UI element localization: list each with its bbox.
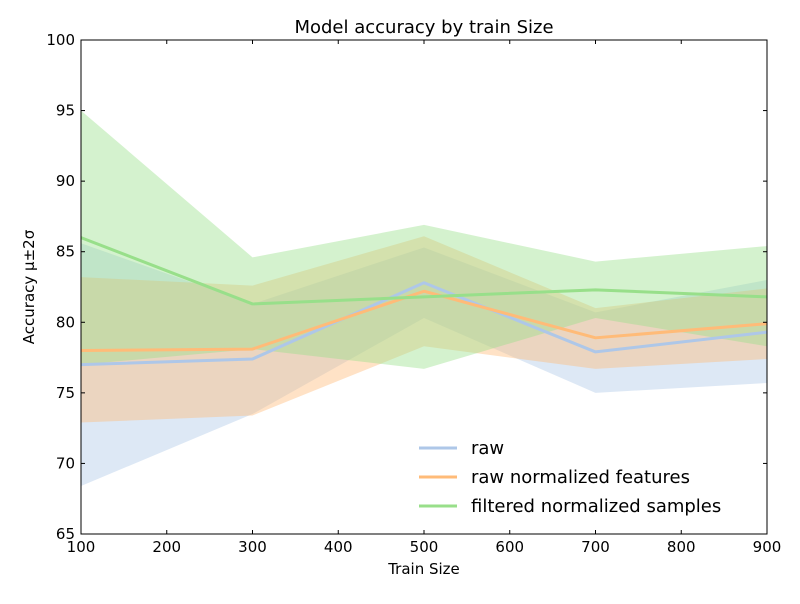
chart-title: Model accuracy by train Size — [294, 17, 553, 38]
series-lines — [80, 236, 768, 367]
axis-tick-labels: 100 200 300 400 500 600 700 800 900 65 70 75 80 85 90 9… — [46, 31, 781, 556]
x-tick-label: 600 — [495, 538, 524, 556]
y-tick-label: 75 — [56, 384, 75, 402]
x-tick-label: 300 — [238, 538, 267, 556]
y-tick-label: 80 — [56, 313, 75, 331]
y-tick-label: 90 — [56, 172, 75, 190]
x-tick-label: 500 — [410, 538, 439, 556]
legend: raw raw normalized features filtered norma… — [419, 438, 721, 517]
x-tick-label: 100 — [67, 538, 96, 556]
legend-label-0: raw — [471, 438, 504, 459]
x-tick-label: 200 — [152, 538, 181, 556]
y-tick-label: 100 — [46, 31, 75, 49]
confidence-band-1 — [81, 236, 767, 423]
legend-label-1: raw normalized features — [471, 467, 690, 488]
y-tick-label: 70 — [56, 454, 75, 472]
y-tick-label: 85 — [56, 243, 75, 261]
x-tick-label: 700 — [581, 538, 610, 556]
axis-ticks — [80, 39, 768, 535]
x-tick-label: 400 — [324, 538, 353, 556]
y-tick-label: 65 — [56, 525, 75, 543]
x-tick-label: 800 — [667, 538, 696, 556]
y-axis-title: Accuracy μ±2σ — [20, 229, 38, 344]
y-tick-label: 95 — [56, 102, 75, 120]
x-axis-title: Train Size — [387, 560, 460, 578]
legend-label-2: filtered normalized samples — [471, 496, 721, 517]
series-line-0 — [80, 281, 768, 367]
series-line-1 — [80, 289, 768, 353]
series-line-2 — [80, 236, 768, 306]
x-tick-label: 900 — [753, 538, 782, 556]
